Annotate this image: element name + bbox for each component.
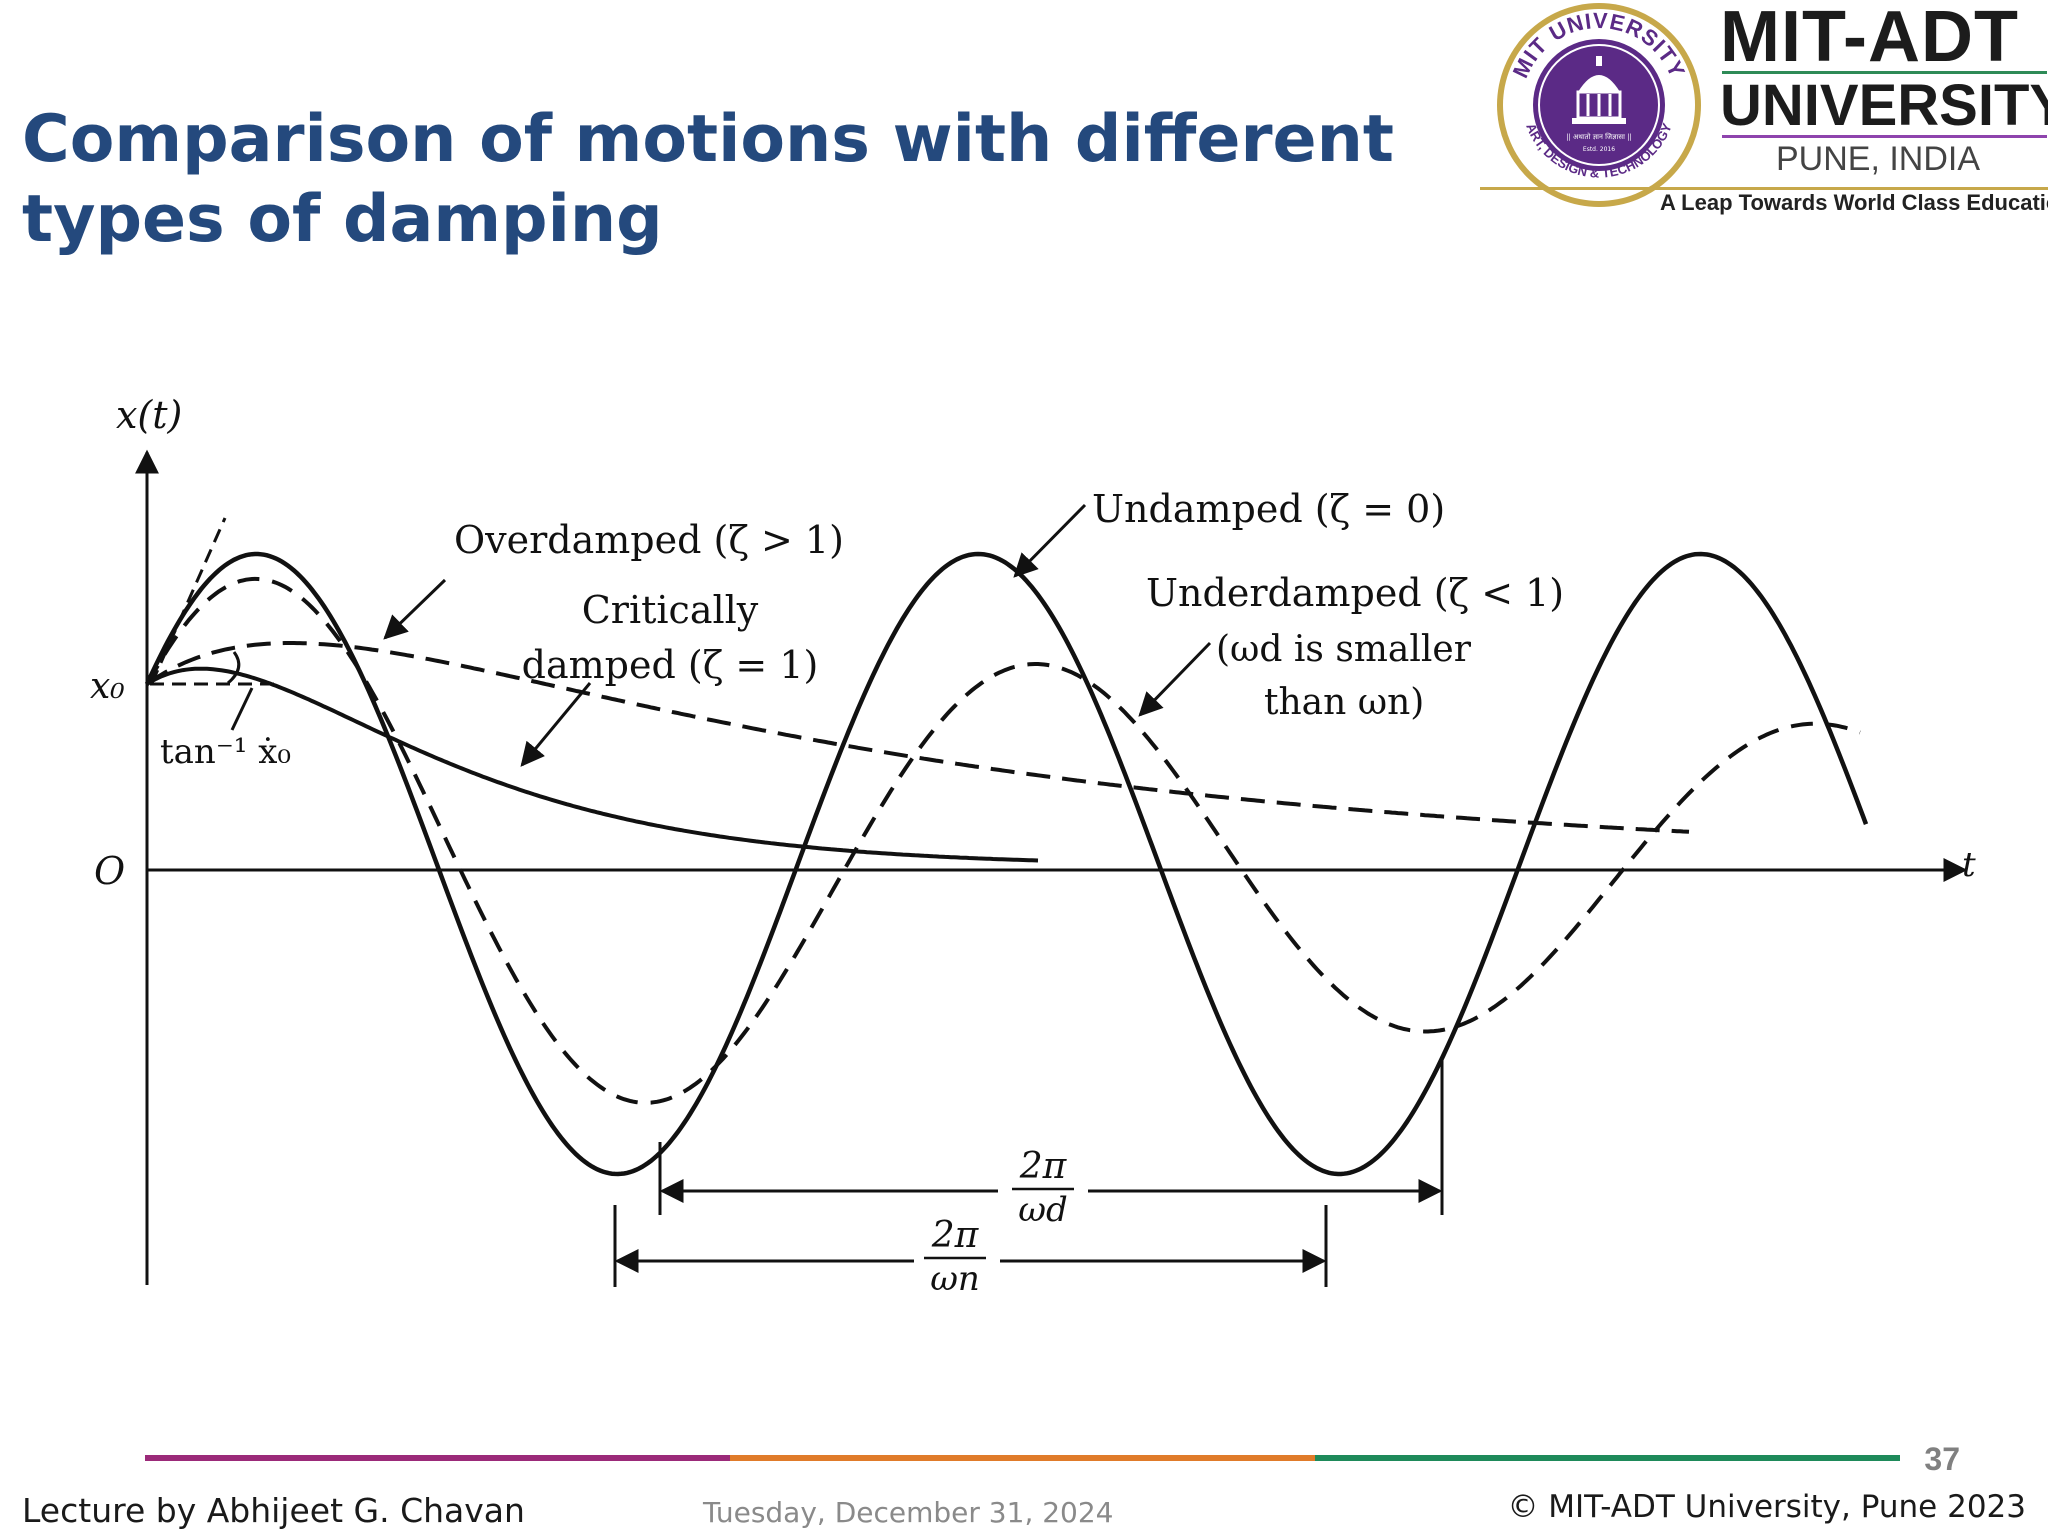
critically-damped-label-line2: damped (ζ = 1)	[522, 643, 819, 687]
slope-label-leader	[230, 687, 254, 731]
slope-label: tan⁻¹ ẋ₀	[160, 732, 291, 772]
critically-damped-leader	[520, 682, 592, 767]
initial-slope-line	[150, 517, 227, 684]
period-d-numerator: 2π	[1019, 1146, 1068, 1187]
logo-name-line1: MIT-ADT	[1720, 0, 2019, 77]
period-n-numerator: 2π	[931, 1215, 980, 1256]
slide-title-line2: types of damping	[22, 182, 663, 257]
university-seal-icon: MIT UNIVERSITY ART, DESIGN & TECHNOLOGY …	[1497, 3, 1701, 207]
critically-damped-label-line1: Critically	[582, 588, 759, 632]
logo-divider-gold	[1480, 187, 2048, 190]
undamped-leader	[1013, 503, 1087, 578]
footer-divider-green	[1315, 1455, 1900, 1461]
undamped-label: Undamped (ζ = 0)	[1092, 487, 1445, 531]
footer-divider-purple	[145, 1455, 730, 1461]
undamped-curve	[144, 551, 1869, 1177]
logo-name-line2: UNIVERSITY	[1720, 73, 2048, 138]
footer-copyright: © MIT-ADT University, Pune 2023	[1507, 1489, 2026, 1525]
page-number: 37	[1924, 1441, 1960, 1477]
underdamped-leader	[1138, 641, 1212, 717]
underdamped-label-line3: than ωn)	[1264, 682, 1424, 723]
logo-divider-purple	[1722, 135, 2047, 138]
overdamped-leader	[383, 578, 447, 640]
slide-title: Comparison of motions with different typ…	[22, 100, 1402, 260]
logo-tagline: A Leap Towards World Class Education	[1660, 190, 2048, 215]
seal-estd: Estd. 2016	[1583, 146, 1615, 153]
underdamped-label-line1: Underdamped (ζ < 1)	[1146, 571, 1564, 615]
overdamped-curve	[145, 641, 1690, 834]
slide-title-line1: Comparison of motions with different	[22, 102, 1394, 177]
logo-divider-green	[1722, 71, 2047, 74]
university-logo: MIT UNIVERSITY ART, DESIGN & TECHNOLOGY …	[1480, 0, 2048, 225]
overdamped-label: Overdamped (ζ > 1)	[454, 518, 844, 562]
slope-angle-arc	[227, 651, 241, 685]
logo-location: PUNE, INDIA	[1776, 140, 1981, 178]
period-n-denominator: ωn	[930, 1259, 980, 1299]
y-axis-label: x(t)	[116, 393, 182, 437]
underdamped-curve	[145, 576, 1861, 1105]
seal-motto: || अथातो ज्ञान जिज्ञासा ||	[1566, 132, 1632, 141]
origin-label: O	[94, 849, 125, 893]
x0-label: x₀	[90, 666, 125, 707]
x-axis-label: t	[1962, 845, 1976, 885]
critically-damped-curve	[145, 666, 1039, 863]
period-d-denominator: ωd	[1018, 1190, 1068, 1230]
footer-lecturer: Lecture by Abhijeet G. Chavan	[22, 1491, 525, 1530]
footer-divider-orange	[730, 1455, 1315, 1461]
footer-date: Tuesday, December 31, 2024	[703, 1496, 1114, 1529]
underdamped-label-line2: (ωd is smaller	[1216, 629, 1472, 670]
